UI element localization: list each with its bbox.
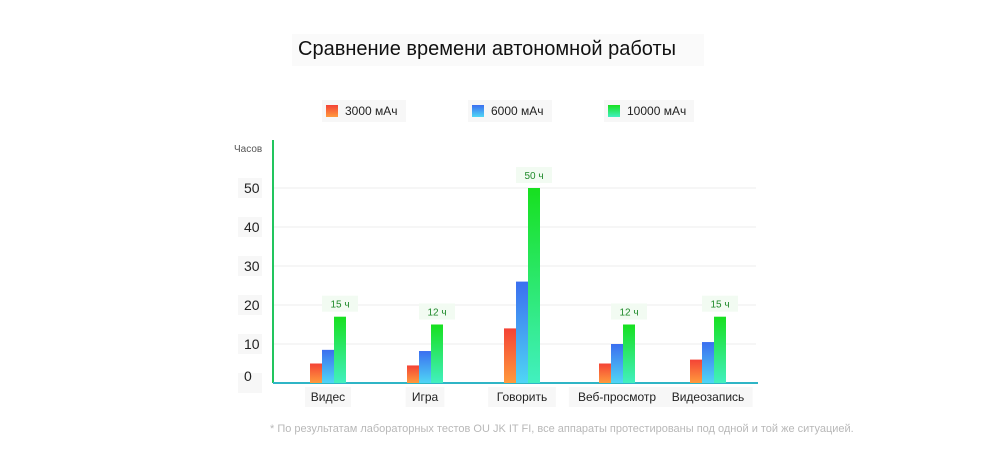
x-tick-label-3: Говорить xyxy=(497,390,547,404)
y-tick-label-20: 20 xyxy=(244,297,260,313)
legend-label-3000: 3000 мАч xyxy=(345,104,398,118)
legend-swatch-3000 xyxy=(326,104,338,117)
legend-item-10000: 10000 мАч xyxy=(604,100,695,122)
data-label-2: 12 ч xyxy=(427,308,446,319)
x-tick-bg-2 xyxy=(405,387,445,407)
bar-3-4 xyxy=(623,324,635,383)
tick-bg-30 xyxy=(238,256,262,276)
bar-1-4 xyxy=(599,363,611,383)
x-tick-bg-4 xyxy=(568,387,666,407)
bar-3-1 xyxy=(334,316,346,383)
legend-label-10000: 10000 мАч xyxy=(627,104,687,118)
data-label-bg-4 xyxy=(611,303,647,320)
x-tick-bg-5 xyxy=(663,387,753,407)
x-tick-label-2: Игра xyxy=(412,390,439,404)
data-label-4: 12 ч xyxy=(619,308,638,319)
bar-2-4 xyxy=(611,344,623,383)
x-tick-label-5: Видеозапись xyxy=(672,390,745,404)
x-tick-bg-3 xyxy=(488,387,556,407)
legend-swatch-10000 xyxy=(608,104,620,117)
tick-bg-10 xyxy=(238,334,262,354)
y-tick-label-0: 0 xyxy=(244,368,252,384)
bar-2-5 xyxy=(702,342,714,383)
bar-1-3 xyxy=(504,328,516,383)
legend-item-3000: 3000 мАч xyxy=(322,100,406,122)
tick-bg-40 xyxy=(238,217,262,237)
bar-2-1 xyxy=(322,349,334,383)
bar-3-2 xyxy=(431,324,443,383)
data-label-bg-2 xyxy=(419,303,455,320)
bar-3-5 xyxy=(714,316,726,383)
legend-item-6000: 6000 мАч xyxy=(468,100,552,122)
bar-1-1 xyxy=(310,363,322,383)
tick-bg-20 xyxy=(238,295,262,315)
x-tick-label-4: Веб-просмотр xyxy=(578,390,656,404)
data-label-bg-5 xyxy=(702,295,738,312)
footnote: * По результатам лабораторных тестов OU … xyxy=(270,423,854,435)
data-label-bg-3 xyxy=(516,167,552,183)
x-tick-bg-1 xyxy=(305,387,351,407)
y-tick-label-40: 40 xyxy=(244,219,260,235)
y-tick-label-30: 30 xyxy=(244,258,260,274)
data-label-1: 15 ч xyxy=(330,300,349,311)
bar-2-3 xyxy=(516,281,528,383)
legend-label-6000: 6000 мАч xyxy=(491,104,544,118)
y-axis-label: Часов xyxy=(234,144,262,155)
legend-swatch-6000 xyxy=(472,104,484,117)
data-label-bg-1 xyxy=(322,295,358,312)
chart-title: Сравнение времени автономной работы xyxy=(292,34,704,66)
bar-2-2 xyxy=(419,351,431,383)
x-tick-label-1: Видес xyxy=(311,390,345,404)
bar-3-3 xyxy=(528,188,540,383)
bar-1-2 xyxy=(407,365,419,383)
tick-bg-0 xyxy=(238,373,262,393)
tick-bg-50 xyxy=(238,178,262,198)
data-label-3: 50 ч xyxy=(524,171,543,182)
bar-1-5 xyxy=(690,359,702,383)
y-tick-label-10: 10 xyxy=(244,336,260,352)
data-label-5: 15 ч xyxy=(710,300,729,311)
y-tick-label-50: 50 xyxy=(244,180,260,196)
